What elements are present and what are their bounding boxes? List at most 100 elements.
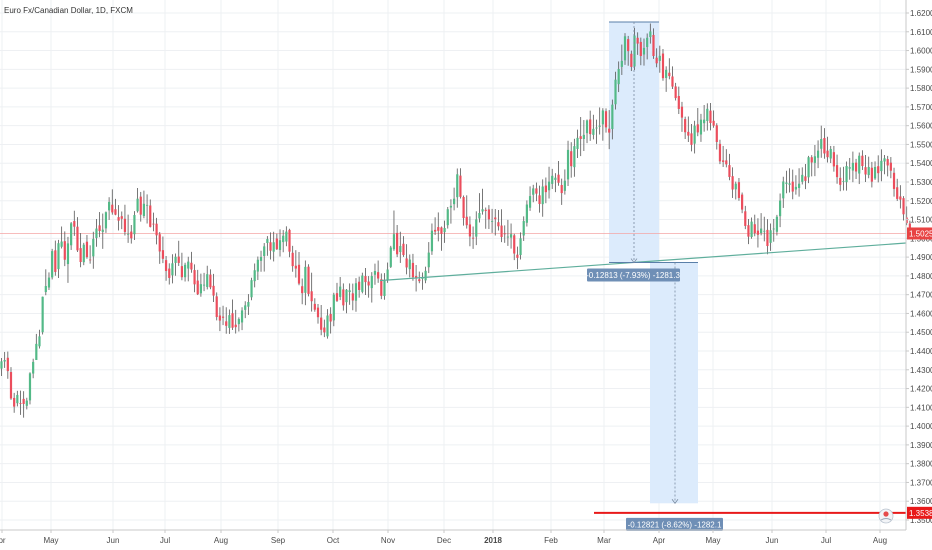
candle-body [392, 234, 396, 250]
candle-body [494, 217, 497, 220]
candle-body [646, 37, 649, 47]
candle-body [516, 254, 519, 258]
candle-body [82, 244, 85, 263]
candle-body [237, 319, 240, 325]
candle-body [636, 37, 639, 44]
x-tick-label: Jul [160, 536, 170, 545]
candle-body [63, 241, 66, 260]
y-tick-label: 1.44000 [910, 347, 932, 356]
candle-body [440, 227, 443, 234]
candle-body [127, 233, 130, 235]
candle-body [642, 47, 646, 55]
candle-body [291, 252, 294, 267]
y-tick-label: 1.62000 [910, 9, 932, 18]
trendline[interactable] [379, 242, 907, 282]
candle-body [70, 223, 73, 246]
y-tick-label: 1.40000 [910, 422, 932, 431]
candle-body [358, 281, 361, 290]
candle-body [807, 157, 810, 178]
candle-body [452, 198, 456, 205]
candle-body [244, 305, 247, 310]
candle-body [905, 217, 908, 224]
candle-body [503, 233, 506, 235]
candle-body [763, 230, 766, 232]
candle-body [411, 262, 415, 278]
x-tick-label: May [43, 536, 58, 545]
candle-body [297, 264, 301, 284]
target-price-tag [907, 506, 932, 519]
candle-body [500, 225, 503, 238]
candle-body [737, 182, 741, 198]
candle-body [92, 238, 95, 257]
y-tick-label: 1.43000 [910, 366, 932, 375]
y-tick-label: 1.54000 [910, 159, 932, 168]
candle-body [187, 261, 190, 269]
candle-body [354, 283, 358, 301]
candle-body [177, 256, 180, 263]
candle-body [79, 248, 82, 262]
candle-body [528, 196, 532, 208]
candle-body [788, 183, 791, 185]
measure-zone-bottom[interactable] [650, 262, 698, 504]
candle-body [85, 241, 89, 258]
candle-body [104, 212, 108, 229]
candle-body [9, 372, 13, 399]
candle-body [538, 195, 541, 204]
candle-body [449, 205, 453, 208]
candle-body [655, 57, 658, 64]
candle-body [541, 186, 544, 205]
candle-body [864, 167, 867, 175]
candle-body [114, 209, 117, 215]
y-axis[interactable]: 1.35000 1.36000 1.37000 1.38000 1.39000 1.400… [906, 9, 932, 525]
candle-body [218, 315, 221, 321]
candle-body [89, 259, 92, 261]
candle-body [364, 276, 367, 283]
candle-body [513, 235, 516, 254]
candle-body [294, 265, 297, 269]
candle-body [57, 243, 60, 270]
candle-body [747, 225, 750, 237]
candle-body [32, 361, 35, 374]
candle-body [785, 182, 788, 184]
candle-body [142, 203, 146, 216]
candle-body [465, 216, 468, 226]
chart-title: Euro Fx/Canadian Dollar, 1D, FXCM [4, 6, 133, 15]
candle-body [677, 95, 680, 109]
candle-body [769, 230, 772, 243]
candle-body [462, 197, 465, 219]
y-tick-label: 1.58000 [910, 84, 932, 93]
candle-body [782, 181, 785, 199]
candle-body [335, 293, 339, 301]
candle-body [649, 31, 652, 38]
candle-body [715, 125, 718, 143]
candle-body [44, 286, 47, 293]
candle-body [136, 198, 139, 212]
candle-body [234, 324, 237, 328]
candle-body [557, 174, 560, 183]
candle-body [266, 239, 269, 244]
candle-body [576, 137, 579, 149]
candle-body [867, 166, 870, 176]
candle-body [858, 155, 861, 174]
candle-body [269, 242, 272, 251]
candle-body [215, 296, 218, 318]
candle-body [718, 143, 722, 162]
candle-body [614, 79, 617, 105]
candle-body [791, 181, 794, 192]
candle-body [772, 228, 775, 230]
candle-body [658, 55, 661, 61]
candle-body [0, 361, 3, 369]
candle-body [101, 229, 104, 232]
candle-body [753, 224, 756, 234]
candle-body [6, 357, 9, 372]
x-tick-label: Feb [544, 536, 558, 545]
candle-body [877, 166, 880, 174]
candle-body [902, 198, 905, 215]
candle-body [899, 196, 902, 200]
candle-body [209, 274, 212, 288]
candle-body [256, 259, 259, 272]
x-axis[interactable]: pr May Jun Jul Aug Sep Oct Nov Dec 2018 Feb Mar Apr M… [0, 530, 887, 545]
candle-body [522, 221, 525, 236]
y-tick-label: 1.55000 [910, 140, 932, 149]
